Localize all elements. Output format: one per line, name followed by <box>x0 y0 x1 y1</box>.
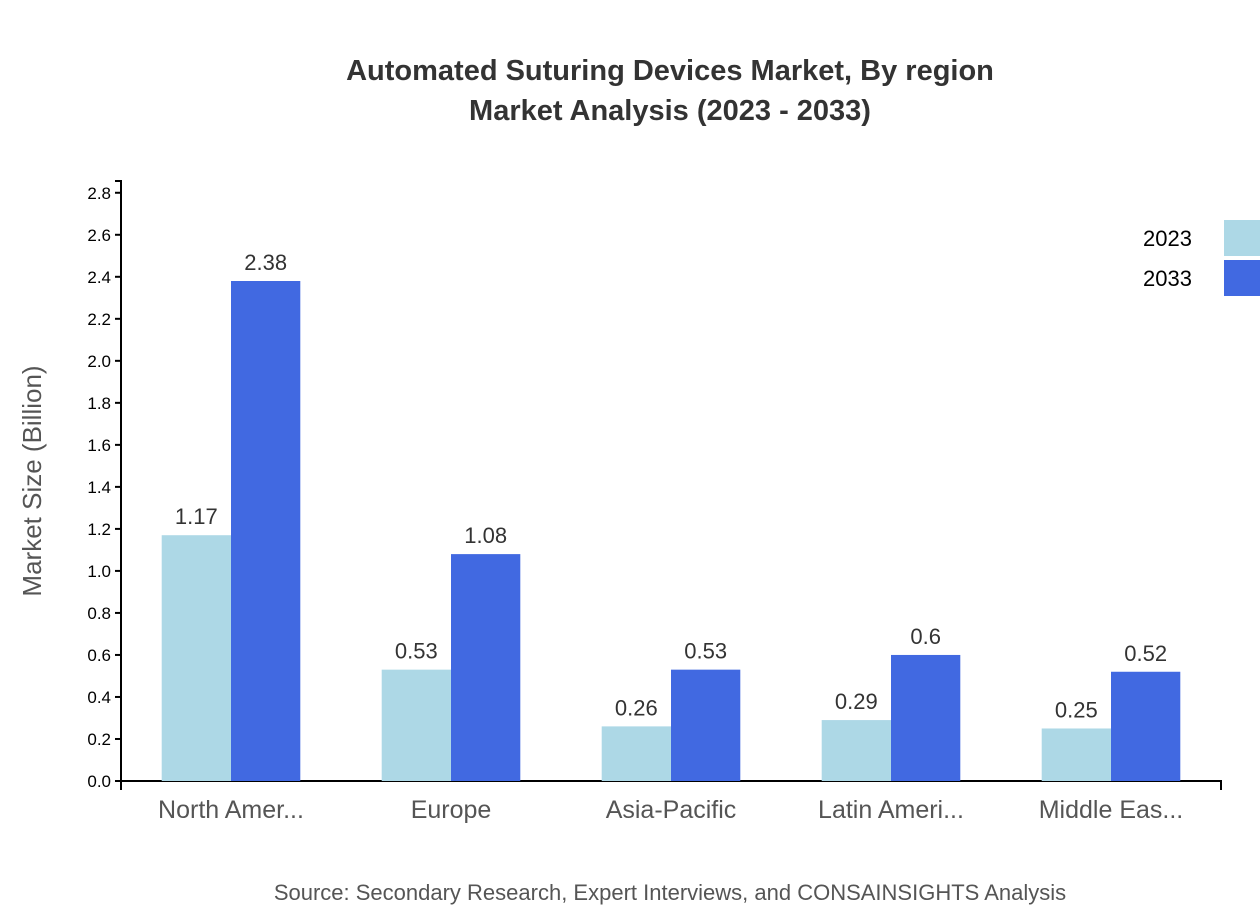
source-note: Source: Secondary Research, Expert Inter… <box>274 880 1066 905</box>
bar-2033 <box>891 654 961 781</box>
legend: 2023 2033 <box>1143 220 1260 296</box>
bar-2033 <box>231 281 301 781</box>
bar-2033 <box>451 554 521 781</box>
data-label: 0.53 <box>684 639 727 664</box>
chart-title: Automated Suturing Devices Market, By re… <box>346 55 994 87</box>
y-tick-label: 2.8 <box>87 184 111 203</box>
data-label: 0.6 <box>910 624 941 649</box>
y-tick-label: 2.2 <box>87 310 111 329</box>
legend-label: 2023 <box>1143 226 1192 251</box>
x-tick-label: Europe <box>411 796 492 824</box>
y-tick-label: 0.6 <box>87 646 111 665</box>
bar-2023 <box>1041 728 1111 781</box>
y-tick-label: 0.4 <box>87 688 111 707</box>
bars: 1.17 2.38 0.53 1.08 0.26 0.53 0.29 0.6 0.25 0.52 <box>161 250 1181 781</box>
y-tick-label: 1.8 <box>87 394 111 413</box>
y-tick-label: 2.6 <box>87 226 111 245</box>
y-tick-label: 0.2 <box>87 730 111 749</box>
legend-swatch-2033 <box>1224 260 1260 296</box>
chart-subtitle: Market Analysis (2023 - 2033) <box>469 95 871 127</box>
data-label: 2.38 <box>244 250 287 275</box>
data-label: 0.25 <box>1055 697 1098 722</box>
bar-2023 <box>601 726 671 781</box>
y-tick-label: 0.8 <box>87 604 111 623</box>
y-tick-label: 0.0 <box>87 772 111 791</box>
legend-swatch-2023 <box>1224 220 1260 256</box>
y-axis-line <box>115 180 122 781</box>
bar-2023 <box>161 535 231 781</box>
x-tick-label: Latin Ameri... <box>818 796 964 824</box>
x-axis-line <box>120 780 1222 790</box>
data-label: 0.52 <box>1124 641 1167 666</box>
y-tick-label: 1.0 <box>87 562 111 581</box>
y-tick-label: 1.6 <box>87 436 111 455</box>
y-tick-label: 1.2 <box>87 520 111 539</box>
bar-2033 <box>1111 671 1181 781</box>
bar-2033 <box>671 669 741 781</box>
axes: 0.0 0.2 0.4 0.6 0.8 1.0 1.2 1.4 1.6 1.8 2.0 2.2 2.4 2… <box>87 180 1222 824</box>
x-tick-label: Middle Eas... <box>1039 796 1184 824</box>
x-tick-label: Asia-Pacific <box>606 796 737 824</box>
x-tick-label: North Amer... <box>158 796 304 824</box>
data-label: 0.29 <box>835 689 878 714</box>
bar-2023 <box>381 669 451 781</box>
y-tick-label: 2.0 <box>87 352 111 371</box>
data-label: 1.08 <box>464 523 507 548</box>
y-axis-label: Market Size (Billion) <box>17 365 47 596</box>
bar-2023 <box>821 720 891 781</box>
data-label: 0.53 <box>395 639 438 664</box>
y-tick-label: 1.4 <box>87 478 111 497</box>
y-tick-label: 2.4 <box>87 268 111 287</box>
legend-label: 2033 <box>1143 266 1192 291</box>
data-label: 0.26 <box>615 695 658 720</box>
data-label: 1.17 <box>175 504 218 529</box>
